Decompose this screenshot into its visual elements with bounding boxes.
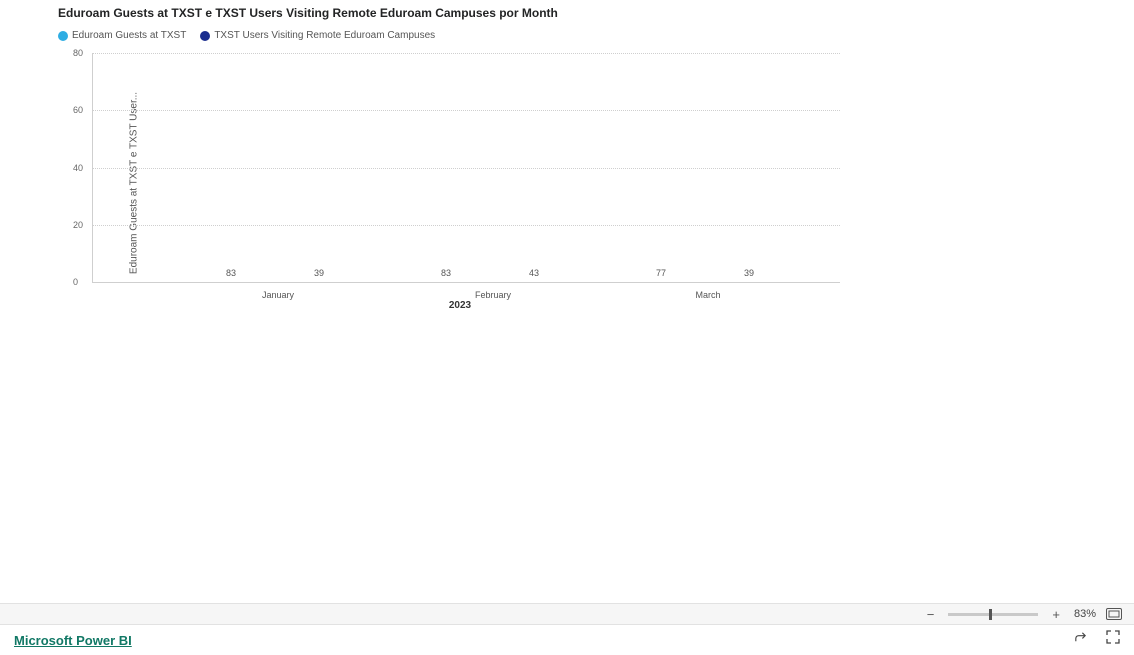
powerbi-brand-link[interactable]: Microsoft Power BI <box>14 633 132 648</box>
bar-value-label: 39 <box>706 268 792 278</box>
legend-item-0[interactable]: Eduroam Guests at TXST <box>58 30 186 41</box>
y-tick-label: 20 <box>73 220 83 230</box>
bar-value-label: 43 <box>491 268 577 278</box>
y-tick-label: 40 <box>73 163 83 173</box>
legend-dot-0 <box>58 31 68 41</box>
footer: Microsoft Power BI <box>0 625 1134 655</box>
zoom-out-button[interactable]: − <box>923 607 939 622</box>
zoom-slider-thumb[interactable] <box>989 609 992 620</box>
bar-value-label: 83 <box>188 268 274 278</box>
gridline <box>93 53 840 54</box>
zoom-slider[interactable] <box>948 613 1038 616</box>
gridline <box>93 168 840 169</box>
share-icon[interactable] <box>1073 630 1088 650</box>
x-tick-label: March <box>618 290 798 300</box>
chart-region: Eduroam Guests at TXST e TXST Users Visi… <box>0 0 1134 603</box>
zoom-level: 83% <box>1074 608 1096 620</box>
legend: Eduroam Guests at TXST TXST Users Visiti… <box>58 30 1134 41</box>
footer-icons <box>1073 630 1120 650</box>
bar-value-label: 39 <box>276 268 362 278</box>
fullscreen-icon[interactable] <box>1106 630 1120 650</box>
y-tick-label: 60 <box>73 105 83 115</box>
y-tick-label: 80 <box>73 48 83 58</box>
zoom-bar: − + 83% <box>0 603 1134 625</box>
gridline <box>93 225 840 226</box>
legend-dot-1 <box>200 31 210 41</box>
legend-item-1[interactable]: TXST Users Visiting Remote Eduroam Campu… <box>200 30 435 41</box>
legend-label-0: Eduroam Guests at TXST <box>72 30 186 41</box>
chart-wrap: Eduroam Guests at TXST e TXST User... 83… <box>80 53 840 313</box>
gridline <box>93 110 840 111</box>
zoom-in-button[interactable]: + <box>1048 607 1064 622</box>
bar-value-label: 77 <box>618 268 704 278</box>
x-tick-label: February <box>403 290 583 300</box>
fit-to-page-icon[interactable] <box>1106 608 1122 620</box>
bar-value-label: 83 <box>403 268 489 278</box>
x-axis-year: 2023 <box>80 300 840 311</box>
x-tick-label: January <box>188 290 368 300</box>
legend-label-1: TXST Users Visiting Remote Eduroam Campu… <box>214 30 435 41</box>
plot-area[interactable]: 833983437739 020406080JanuaryFebruaryMar… <box>92 53 840 283</box>
chart-title: Eduroam Guests at TXST e TXST Users Visi… <box>58 6 1134 20</box>
y-tick-label: 0 <box>73 277 78 287</box>
